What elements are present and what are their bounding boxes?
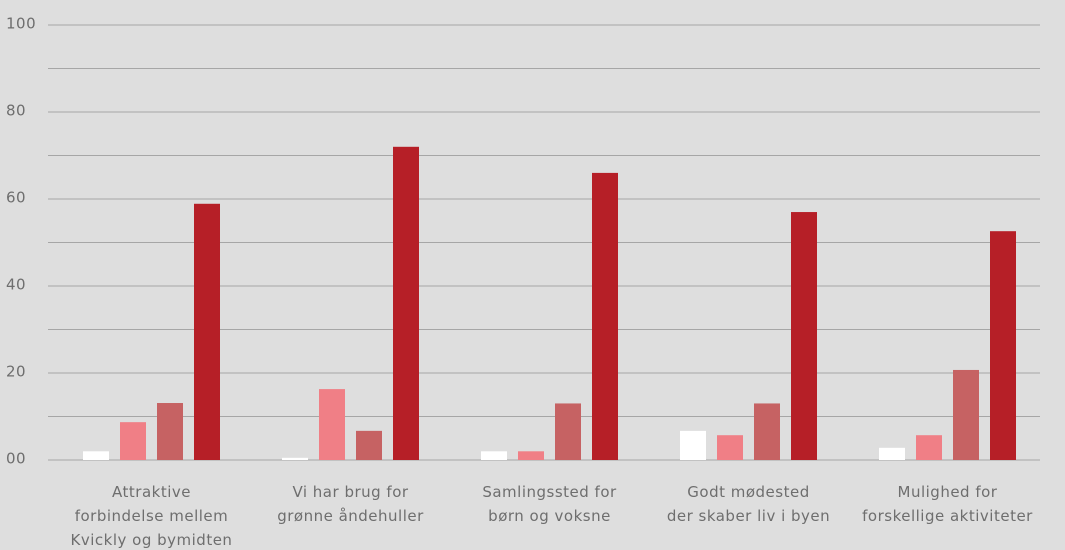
x-tick-label: Godt mødested der skaber liv i byen bbox=[667, 483, 830, 525]
bar bbox=[717, 435, 743, 460]
y-tick-label: 00 bbox=[6, 450, 26, 468]
bar bbox=[879, 447, 905, 460]
bar bbox=[953, 369, 979, 460]
x-tick-label-line: grønne åndehuller bbox=[277, 507, 424, 525]
bar bbox=[120, 422, 146, 460]
bar bbox=[916, 435, 942, 460]
y-tick-label: 80 bbox=[6, 102, 26, 120]
x-tick-label: Mulighed for forskellige aktiviteter bbox=[862, 483, 1033, 525]
bar bbox=[319, 389, 345, 460]
bar bbox=[680, 430, 706, 460]
x-tick-label-line: Samlingssted for bbox=[482, 483, 617, 501]
bar bbox=[592, 172, 618, 460]
x-tick-label-line: Kvickly og bymidten bbox=[71, 531, 233, 549]
x-tick-label-line: børn og voksne bbox=[488, 507, 611, 525]
x-tick-label-line: Attraktive bbox=[112, 483, 191, 501]
bar bbox=[194, 203, 220, 460]
y-tick-label: 40 bbox=[6, 276, 26, 294]
x-tick-label-line: Vi har brug for bbox=[292, 483, 408, 501]
bar bbox=[356, 430, 382, 460]
x-tick-label: Samlingssted for børn og voksne bbox=[482, 483, 617, 525]
y-tick-label: 60 bbox=[6, 189, 26, 207]
bar bbox=[393, 146, 419, 461]
x-tick-label: Attraktive forbindelse mellem Kvickly og b… bbox=[71, 483, 233, 549]
x-tick-label-line: Mulighed for bbox=[898, 483, 998, 501]
bar bbox=[83, 451, 109, 460]
bar bbox=[481, 451, 507, 460]
x-tick-label-line: forskellige aktiviteter bbox=[862, 507, 1033, 525]
x-tick-label-line: der skaber liv i byen bbox=[667, 507, 830, 525]
bar bbox=[555, 403, 581, 460]
x-tick-label-line: Godt mødested bbox=[687, 483, 809, 501]
x-tick-label-line: forbindelse mellem bbox=[75, 507, 229, 525]
bar bbox=[754, 403, 780, 460]
y-tick-label: 100 bbox=[6, 15, 36, 33]
y-tick-label: 20 bbox=[6, 363, 26, 381]
bar bbox=[791, 212, 817, 460]
bar bbox=[518, 451, 544, 460]
x-tick-label: Vi har brug for grønne åndehuller bbox=[277, 483, 424, 525]
bar bbox=[990, 231, 1016, 460]
bar bbox=[157, 403, 183, 460]
bar bbox=[282, 457, 308, 460]
